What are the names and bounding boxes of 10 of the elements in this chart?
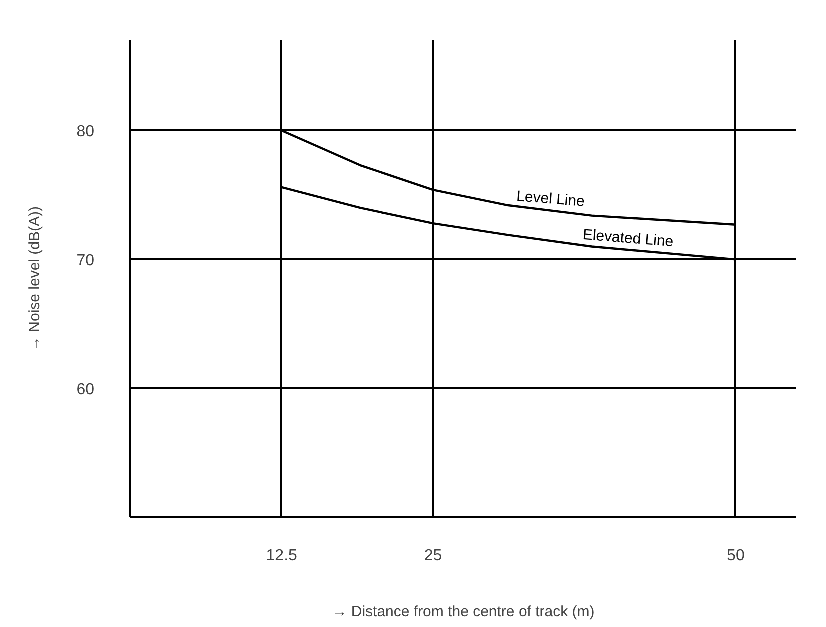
x-tick-label: 12.5 bbox=[266, 548, 298, 564]
series-label: Level Line bbox=[516, 188, 586, 210]
x-axis-title: → Distance from the centre of track (m) bbox=[332, 604, 595, 620]
series-label: Elevated Line bbox=[582, 226, 674, 251]
y-axis-title: → Noise level (dB(A)) bbox=[26, 206, 44, 352]
y-tick-label: 70 bbox=[76, 252, 95, 270]
y-tick-label: 60 bbox=[76, 382, 95, 399]
y-tick-label: 80 bbox=[76, 124, 95, 141]
x-tick-label: 50 bbox=[727, 548, 745, 564]
x-tick-label: 25 bbox=[424, 548, 442, 564]
